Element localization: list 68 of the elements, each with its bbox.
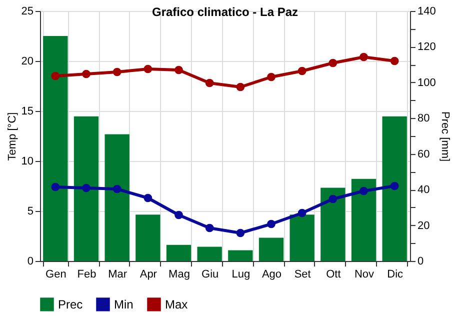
y2-tick-label: 60 [418,148,430,160]
point [236,82,245,92]
point [51,72,60,80]
x-tick-label: Gen [46,268,66,280]
y2-tick-label: 140 [418,6,436,18]
x-tick-label: Nov [354,268,375,280]
point [390,182,399,190]
x-tick-label: Dic [387,268,404,280]
y2-tick-label: 20 [418,220,430,232]
bar [166,244,192,261]
point [360,186,368,196]
y2-tick-label: 120 [418,41,436,54]
bar [258,238,284,261]
bar [197,246,222,261]
legend-label: Max [165,297,188,312]
point [51,182,60,192]
point [267,72,276,82]
point [112,68,122,76]
bar [320,188,346,261]
x-tick-label: Ago [262,268,282,280]
point [82,70,90,78]
point [298,208,306,218]
x-tick-label: Ott [326,268,341,280]
y-tick-label: 0 [27,256,34,268]
y-tick-label: 10 [21,156,34,168]
y-tick-label: 20 [21,56,34,68]
y2-tick-label: 0 [418,256,424,268]
x-tick-label: Lug [232,268,250,280]
y2-tick-label: 40 [418,184,430,196]
x-tick-label: Giu [202,268,219,280]
y2-tick-label: 100 [418,76,436,89]
point [174,66,183,74]
point [360,52,368,62]
point [205,224,214,232]
bar [351,178,376,261]
legend-label: Prec [58,297,83,312]
point [174,210,183,220]
bar [74,116,99,261]
point [205,78,214,88]
point [236,228,245,238]
point [328,58,338,68]
bar [43,36,68,261]
bar [104,134,130,261]
bar [382,116,407,261]
point [328,194,338,204]
x-tick-label: Feb [77,268,96,280]
x-tick-label: Apr [140,268,158,280]
chart-title: Grafico climatico - La Paz [152,5,298,19]
y-axis-title: Temp [°C] [6,112,18,161]
bar [290,214,314,261]
x-tick-label: Mar [108,268,128,280]
y-tick-label: 25 [21,6,34,18]
x-tick-label: Set [294,268,311,280]
point [82,184,90,192]
point [144,194,152,202]
point [144,64,152,74]
point [112,184,122,194]
x-tick-label: Mag [168,268,190,280]
y-tick-label: 15 [21,106,34,118]
y2-tick-label: 80 [418,112,430,125]
y-tick-label: 5 [27,206,34,218]
point [390,56,399,66]
bar [136,214,160,261]
point [298,66,306,76]
bar [228,250,253,261]
point [267,220,276,228]
y2-axis-title: Prec [mm] [438,111,451,162]
legend-label: Min [114,297,134,312]
